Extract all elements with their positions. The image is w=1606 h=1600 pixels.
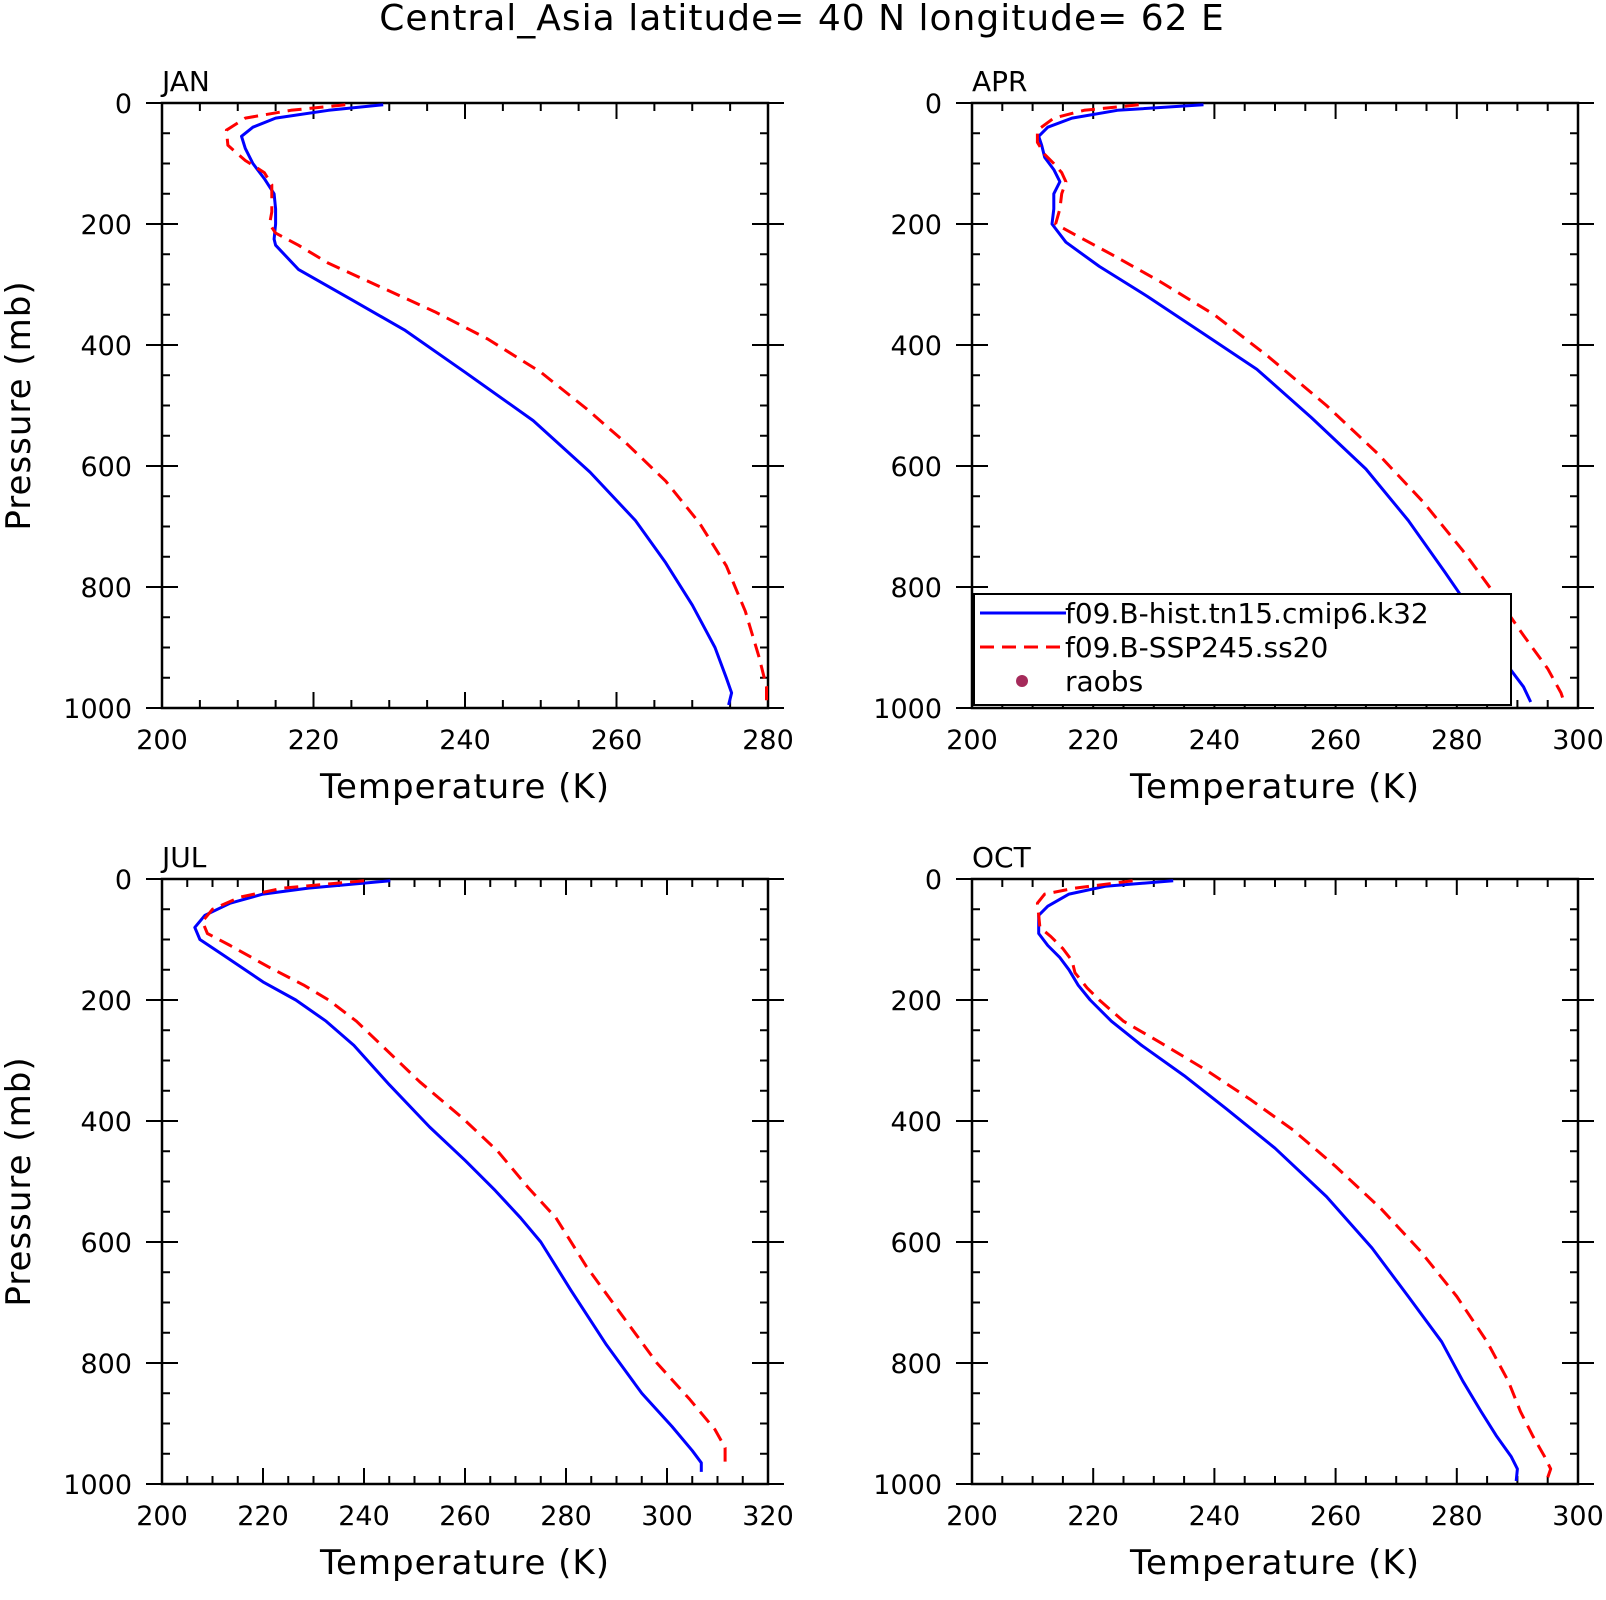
x-tick-label: 260 (439, 1501, 491, 1532)
x-tick-label: 320 (742, 1501, 794, 1532)
x-axis-title: Temperature (K) (319, 767, 610, 807)
series-line-ssp245 (1035, 879, 1553, 1482)
y-tick-label: 1000 (63, 1470, 132, 1501)
y-tick-label: 800 (80, 1349, 132, 1380)
y-tick-label: 800 (80, 573, 132, 604)
y-tick-label: 200 (890, 210, 942, 241)
y-tick-label: 600 (890, 1228, 942, 1259)
y-tick-label: 400 (80, 331, 132, 362)
x-tick-label: 260 (1310, 725, 1362, 756)
y-tick-label: 800 (890, 573, 942, 604)
x-tick-label: 200 (946, 725, 998, 756)
legend-swatch-marker (1016, 675, 1028, 687)
x-tick-label: 220 (1067, 1501, 1119, 1532)
y-tick-label: 1000 (63, 694, 132, 725)
x-tick-label: 300 (1552, 725, 1604, 756)
x-tick-label: 300 (1552, 1501, 1604, 1532)
series-line-ssp245 (224, 103, 768, 702)
panel-label: OCT (972, 841, 1032, 874)
legend-label: raobs (1065, 665, 1143, 698)
x-tick-label: 240 (338, 1501, 390, 1532)
y-tick-label: 0 (925, 865, 942, 896)
x-axis-title: Temperature (K) (319, 1543, 610, 1583)
y-tick-label: 0 (115, 89, 132, 120)
x-axis-title: Temperature (K) (1129, 767, 1420, 807)
y-tick-label: 800 (890, 1349, 942, 1380)
panel-label: APR (972, 65, 1028, 98)
legend-label: f09.B-hist.tn15.cmip6.k32 (1065, 597, 1429, 630)
legend-label: f09.B-SSP245.ss20 (1065, 631, 1328, 664)
panel-label: JAN (160, 65, 210, 98)
x-tick-label: 220 (237, 1501, 289, 1532)
x-tick-label: 260 (1310, 1501, 1362, 1532)
series-line-ssp245 (200, 879, 727, 1463)
x-tick-label: 200 (136, 725, 188, 756)
panel-oct: OCT 200 220 240 260 280 300 0 200 400 600 800 1000 Te… (873, 841, 1603, 1583)
panel-apr: APR 200 220 240 260 280 300 0 200 400 600 800 1000 Te… (873, 65, 1603, 807)
panel-jul: JUL 200 220 240 260 280 300 320 0 200 400 600 800 100… (0, 841, 794, 1583)
panel-label: JUL (160, 841, 207, 874)
y-tick-label: 600 (890, 452, 942, 483)
y-tick-label: 400 (890, 331, 942, 362)
y-axis-title: Pressure (mb) (0, 280, 39, 530)
series-line-hist (193, 879, 703, 1472)
series-line-ssp245 (1035, 103, 1566, 703)
panel-jan: JAN 200 220 240 260 280 0 200 400 600 800 1000 Tempe… (0, 65, 794, 807)
y-tick-label: 200 (80, 986, 132, 1017)
x-tick-label: 280 (742, 725, 794, 756)
y-tick-label: 0 (925, 89, 942, 120)
figure-title: Central_Asia latitude= 40 N longitude= 6… (379, 0, 1225, 39)
y-tick-label: 1000 (873, 694, 942, 725)
x-axis-title: Temperature (K) (1129, 1543, 1420, 1583)
y-tick-label: 0 (115, 865, 132, 896)
y-tick-label: 200 (80, 210, 132, 241)
x-tick-label: 220 (288, 725, 340, 756)
x-tick-label: 260 (591, 725, 643, 756)
x-tick-label: 200 (946, 1501, 998, 1532)
x-tick-label: 240 (1189, 1501, 1241, 1532)
legend: f09.B-hist.tn15.cmip6.k32f09.B-SSP245.ss… (973, 593, 1512, 706)
panels-group: JAN 200 220 240 260 280 0 200 400 600 800 1000 Tempe… (0, 65, 1604, 1583)
y-tick-label: 400 (890, 1107, 942, 1138)
y-tick-label: 600 (80, 1228, 132, 1259)
x-tick-label: 220 (1067, 725, 1119, 756)
y-axis-title: Pressure (mb) (0, 1056, 39, 1306)
x-tick-label: 280 (1431, 1501, 1483, 1532)
x-tick-label: 240 (1189, 725, 1241, 756)
x-tick-label: 200 (136, 1501, 188, 1532)
x-tick-label: 240 (439, 725, 491, 756)
y-tick-label: 400 (80, 1107, 132, 1138)
x-tick-label: 300 (641, 1501, 693, 1532)
series-line-hist (240, 103, 734, 706)
x-tick-label: 280 (540, 1501, 592, 1532)
y-tick-label: 600 (80, 452, 132, 483)
y-tick-label: 200 (890, 986, 942, 1017)
y-tick-label: 1000 (873, 1470, 942, 1501)
x-tick-label: 280 (1431, 725, 1483, 756)
